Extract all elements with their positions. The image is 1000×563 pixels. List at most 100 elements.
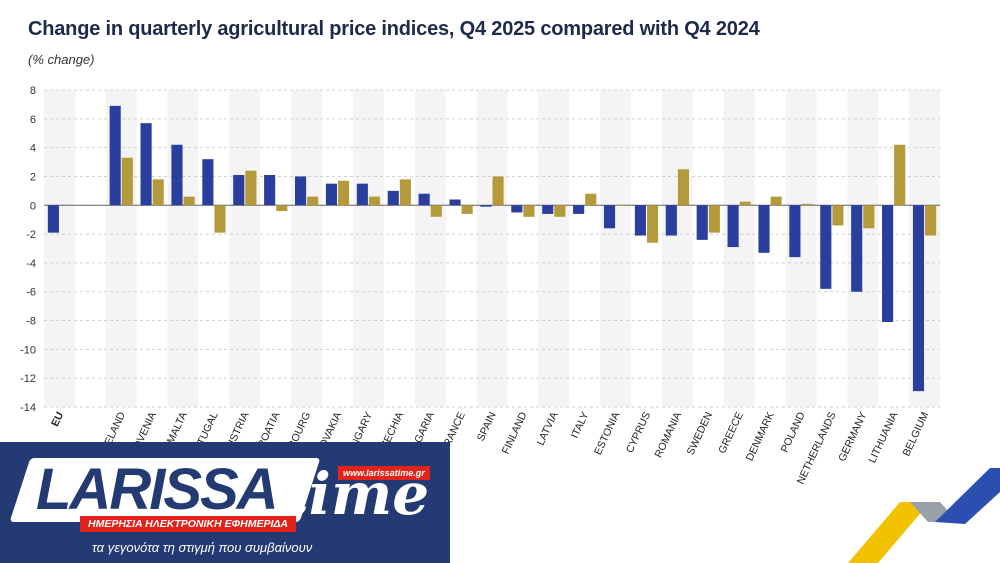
bar-2-slovakia — [338, 180, 350, 206]
bar-2-cyprus — [646, 205, 659, 243]
category-label: BELGIUM — [900, 410, 931, 458]
bar-1-czechia — [387, 190, 399, 206]
category-label: LITHUANIA — [866, 410, 900, 465]
category-label: LATVIA — [535, 410, 561, 447]
y-tick-label: -2 — [26, 229, 36, 241]
bar-2-poland — [801, 203, 813, 206]
bar-2-denmark — [770, 196, 782, 206]
bar-1-luxembourg — [294, 176, 307, 206]
bar-1-eu — [47, 205, 59, 233]
y-tick-label: 0 — [30, 200, 36, 212]
y-tick-label: 6 — [30, 114, 36, 126]
logo-url: www.larissatime.gr — [338, 466, 430, 480]
y-tick-label: -10 — [20, 344, 36, 356]
bar-1-slovakia — [325, 183, 338, 206]
bar-1-netherlands — [820, 205, 832, 289]
bar-1-greece — [727, 205, 739, 248]
column-band — [322, 90, 353, 407]
bar-2-hungary — [368, 196, 381, 206]
y-tick-label: -6 — [26, 287, 36, 299]
column-band — [260, 90, 292, 407]
bar-1-romania — [665, 205, 677, 236]
column-band — [198, 90, 230, 407]
bar-2-netherlands — [832, 205, 844, 226]
bar-1-sweden — [696, 205, 708, 240]
logo-subtitle-strip: ΗΜΕΡΗΣΙΑ ΗΛΕΚΤΡΟΝΙΚΗ ΕΦΗΜΕΡΙΔΑ — [80, 516, 297, 532]
bar-2-malta — [183, 196, 195, 206]
yellow-stripe — [848, 502, 930, 563]
plot-area — [44, 90, 940, 407]
y-tick-label: -12 — [20, 373, 36, 385]
bar-1-denmark — [758, 205, 770, 253]
bar-2-bulgaria — [430, 205, 442, 217]
bar-1-france — [449, 199, 461, 206]
column-band — [383, 90, 415, 407]
category-label: GERMANY — [836, 410, 869, 463]
bar-2-finland — [523, 205, 535, 217]
category-label: CYPRUS — [624, 410, 653, 455]
bar-1-spain — [480, 205, 492, 207]
bar-1-poland — [789, 205, 801, 258]
column-band — [692, 90, 724, 407]
category-label: GREECE — [716, 410, 746, 455]
category-label: DENMARK — [744, 410, 777, 463]
bar-2-lithuania — [894, 144, 906, 206]
y-tick-label: 2 — [30, 171, 36, 183]
bar-1-germany — [851, 205, 863, 292]
bar-1-austria — [233, 175, 245, 206]
bar-2-latvia — [554, 205, 566, 217]
y-tick-label: 4 — [30, 143, 36, 155]
larissatime-banner: LARISSA time www.larissatime.gr ΗΜΕΡΗΣΙΑ… — [0, 442, 450, 563]
corner-decoration — [848, 468, 1000, 563]
bar-1-portugal — [202, 159, 214, 206]
y-tick-label: -8 — [26, 316, 36, 328]
bar-1-lithuania — [882, 205, 894, 322]
bar-2-greece — [739, 201, 751, 206]
category-label: ROMANIA — [653, 410, 685, 459]
category-label: EU — [49, 410, 66, 428]
bar-2-germany — [863, 205, 875, 229]
bar-2-spain — [492, 176, 504, 206]
bar-1-croatia — [264, 175, 276, 206]
bar-1-hungary — [356, 183, 368, 206]
bar-2-ireland — [121, 157, 133, 206]
bar-1-estonia — [603, 205, 616, 229]
category-label: MALTA — [165, 410, 190, 445]
bar-1-latvia — [542, 205, 554, 214]
bar-1-slovenia — [140, 123, 152, 206]
bar-2-austria — [245, 170, 257, 206]
chart-title: Change in quarterly agricultural price i… — [28, 18, 760, 40]
y-tick-label: -4 — [26, 258, 36, 270]
bar-1-finland — [511, 205, 523, 213]
blue-stripe — [935, 468, 1000, 524]
category-label: SPAIN — [475, 410, 499, 443]
y-tick-label: 8 — [30, 85, 36, 97]
chart-subtitle: (% change) — [28, 52, 95, 67]
y-tick-label: -14 — [20, 402, 36, 414]
bar-1-malta — [171, 144, 183, 206]
bar-2-sweden — [708, 205, 720, 233]
category-label: ITALY — [569, 410, 592, 440]
logo-tagline: τα γεγονότα τη στιγμή που συμβαίνουν — [92, 540, 313, 555]
bar-1-italy — [573, 205, 585, 214]
bar-2-france — [461, 205, 473, 214]
column-band — [569, 90, 601, 407]
column-band — [631, 90, 662, 407]
category-label: FINLAND — [500, 410, 530, 456]
bar-1-belgium — [912, 205, 925, 392]
logo-main-text: LARISSA — [36, 457, 279, 522]
bar-1-bulgaria — [418, 193, 430, 206]
bar-2-croatia — [276, 205, 288, 212]
bar-1-cyprus — [634, 205, 646, 236]
column-band — [445, 90, 477, 407]
bar-2-belgium — [925, 205, 937, 236]
bar-2-estonia — [616, 204, 628, 206]
bar-2-portugal — [214, 205, 226, 233]
bar-2-slovenia — [152, 179, 164, 206]
bar-2-luxembourg — [307, 196, 319, 206]
bar-1-ireland — [109, 105, 121, 206]
category-label: POLAND — [779, 410, 808, 455]
column-band — [507, 90, 539, 407]
column-band — [74, 90, 106, 407]
